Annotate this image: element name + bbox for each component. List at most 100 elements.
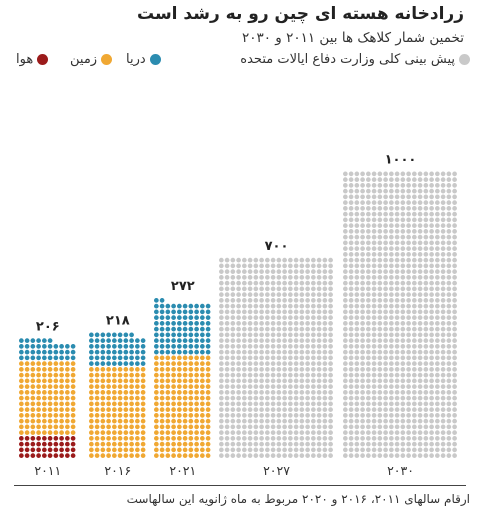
dot-2030-3 — [446, 217, 452, 223]
dot-2011-2 — [42, 344, 47, 349]
dot-2016-1 — [123, 453, 129, 458]
dot-2016-1 — [140, 372, 146, 378]
dot-2030-3 — [371, 390, 377, 395]
dot-2030-3 — [383, 194, 388, 200]
dot-2030-3 — [366, 349, 371, 355]
dot-2027-3 — [311, 315, 316, 320]
dot-2030-3 — [406, 217, 411, 223]
dot-2030-3 — [429, 395, 434, 401]
dot-2030-3 — [400, 275, 406, 280]
dot-2030-3 — [366, 332, 371, 338]
dot-2027-3 — [253, 390, 259, 395]
dot-2016-2 — [117, 332, 123, 338]
dot-2027-3 — [265, 367, 270, 372]
dot-2016-1 — [89, 407, 94, 412]
dot-2021-1 — [171, 407, 176, 412]
dot-2021-2 — [165, 338, 171, 343]
dot-2011-2 — [42, 349, 47, 355]
dot-2030-3 — [389, 344, 394, 349]
dot-2027-3 — [219, 361, 224, 366]
dot-2030-3 — [371, 286, 377, 292]
dot-2027-3 — [328, 384, 333, 389]
dot-2027-3 — [236, 395, 241, 401]
dot-2021-1 — [154, 395, 159, 401]
dot-2021-2 — [171, 338, 176, 343]
dot-2030-3 — [343, 436, 348, 441]
dot-2021-1 — [200, 447, 205, 453]
dot-2030-3 — [366, 401, 371, 407]
dot-2030-3 — [446, 424, 452, 430]
dot-2030-3 — [446, 303, 452, 309]
dot-2016-2 — [89, 332, 94, 338]
dot-2021-1 — [188, 436, 194, 441]
dot-2030-3 — [423, 390, 429, 395]
dot-2030-3 — [360, 292, 365, 297]
dot-2021-1 — [171, 361, 176, 366]
dot-2030-3 — [383, 453, 388, 458]
dot-2011-0 — [53, 447, 59, 453]
dot-2030-3 — [354, 453, 360, 458]
dot-2027-3 — [259, 413, 264, 418]
dot-2030-3 — [440, 252, 446, 257]
dot-2027-3 — [328, 367, 333, 372]
dot-2011-0 — [36, 436, 41, 441]
dot-2030-3 — [452, 223, 457, 228]
dot-2021-2 — [159, 344, 165, 349]
dot-2027-3 — [293, 263, 299, 269]
dot-2027-3 — [316, 292, 322, 297]
dot-2027-3 — [311, 430, 316, 435]
dot-2027-3 — [282, 436, 287, 441]
dot-2027-3 — [305, 275, 310, 280]
dot-2027-3 — [242, 257, 247, 263]
dot-2016-2 — [89, 338, 94, 343]
dot-2030-3 — [435, 206, 440, 211]
dot-2016-2 — [112, 338, 117, 343]
dot-2030-3 — [440, 326, 446, 332]
dot-2011-1 — [24, 395, 30, 401]
dot-2030-3 — [423, 200, 429, 205]
dot-2030-3 — [400, 309, 406, 315]
dot-2011-1 — [70, 390, 76, 395]
dot-2030-3 — [394, 171, 400, 177]
dot-2016-1 — [140, 441, 146, 447]
dot-2021-1 — [194, 447, 199, 453]
dot-2030-3 — [440, 436, 446, 441]
dot-2030-3 — [429, 188, 434, 194]
dot-2021-1 — [154, 372, 159, 378]
dot-2030-3 — [377, 401, 383, 407]
dot-2021-1 — [205, 401, 211, 407]
dot-2030-3 — [366, 395, 371, 401]
dot-2030-3 — [417, 372, 423, 378]
dot-2021-1 — [154, 447, 159, 453]
dot-2030-3 — [412, 447, 417, 453]
dot-2030-3 — [423, 326, 429, 332]
dot-2030-3 — [348, 436, 354, 441]
dot-2027-3 — [253, 263, 259, 269]
dot-2027-3 — [311, 384, 316, 389]
dot-2027-3 — [293, 292, 299, 297]
dot-2027-3 — [219, 367, 224, 372]
dot-2027-3 — [247, 263, 253, 269]
dot-2030-3 — [348, 413, 354, 418]
dot-2021-1 — [182, 355, 188, 361]
dot-2016-1 — [123, 384, 129, 389]
dot-2027-3 — [253, 418, 259, 424]
dot-2030-3 — [406, 424, 411, 430]
dot-2030-3 — [452, 275, 457, 280]
dot-2016-2 — [112, 332, 117, 338]
dot-2027-3 — [322, 269, 328, 274]
dot-2030-3 — [423, 263, 429, 269]
dot-2021-2 — [159, 321, 165, 326]
dot-2011-1 — [30, 390, 36, 395]
dot-2027-3 — [247, 441, 253, 447]
dot-2030-3 — [400, 171, 406, 177]
dot-2016-2 — [117, 344, 123, 349]
dot-2027-3 — [328, 269, 333, 274]
dot-2011-1 — [19, 378, 24, 384]
dot-2030-3 — [406, 269, 411, 274]
dot-2027-3 — [311, 332, 316, 338]
dot-2016-1 — [89, 430, 94, 435]
dot-2027-3 — [328, 418, 333, 424]
dot-2011-2 — [24, 349, 30, 355]
dot-2030-3 — [412, 344, 417, 349]
